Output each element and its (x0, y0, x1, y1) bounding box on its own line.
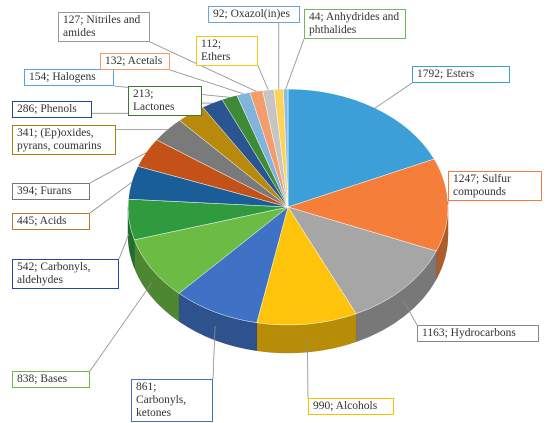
label-nitriles-and-amides: 127; Nitriles and amides (58, 12, 150, 42)
pie-slice-5 (133, 206, 289, 294)
leader-line-15 (257, 65, 269, 91)
label-lactones: 213; Lactones (128, 86, 202, 116)
label-oxazolines: 92; Oxazol(in)es (208, 6, 300, 23)
label-esters: 1792; Esters (412, 66, 510, 83)
label-acetals: 132; Acetals (100, 53, 170, 70)
label-hydrocarbons: 1163; Hydrocarbons (417, 325, 539, 342)
label-epoxides-pyrans-coumarins: 341; (Ep)oxides, pyrans, coumarins (12, 125, 116, 155)
pie-slice-17 (283, 88, 289, 208)
pie-slice-2 (287, 206, 437, 315)
leader-line-13 (169, 69, 244, 95)
leader-line-8 (89, 152, 147, 184)
label-carbonyls-aldehydes: 542; Carbonyls, aldehydes (12, 259, 119, 289)
label-sulfur-compounds: 1247; Sulfur compounds (448, 171, 542, 201)
label-carbonyls-ketones: 861; Carbonyls, ketones (131, 379, 213, 422)
leader-line-2 (403, 301, 418, 326)
leader-line-6 (118, 233, 130, 260)
label-ethers: 112; Ethers (196, 36, 258, 66)
label-anhydrides-and-phthalides: 44; Anhydrides and phthalides (304, 9, 406, 39)
leader-line-14 (149, 41, 257, 92)
label-phenols: 286; Phenols (12, 101, 92, 118)
leader-line-0 (374, 82, 413, 109)
leader-line-5 (89, 282, 153, 372)
pie-slice-0 (287, 88, 435, 208)
label-furans: 394; Furans (12, 183, 90, 200)
label-halogens: 154; Halogens (24, 69, 114, 86)
leader-line-7 (89, 182, 132, 214)
label-alcohols: 990; Alcohols (308, 398, 394, 415)
pie-slice-1 (287, 158, 449, 252)
label-bases: 838; Bases (12, 371, 90, 388)
leader-line-4 (212, 326, 216, 380)
leader-line-3 (307, 338, 309, 399)
pie-slice-3 (256, 206, 357, 326)
pie-slice-4 (178, 206, 289, 324)
leader-line-17 (285, 38, 305, 90)
label-acids: 445; Acids (12, 213, 90, 230)
